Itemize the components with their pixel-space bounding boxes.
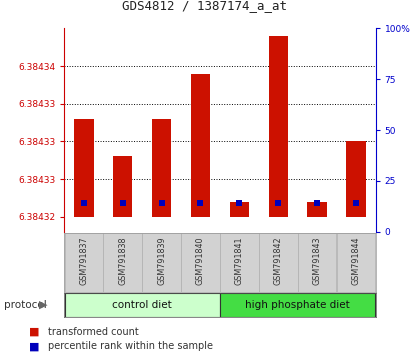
Text: protocol: protocol	[4, 300, 47, 310]
Bar	[337, 233, 376, 292]
Bar	[113, 156, 132, 217]
Text: percentile rank within the sample: percentile rank within the sample	[48, 341, 213, 351]
Text: GSM791840: GSM791840	[196, 237, 205, 285]
Text: ▶: ▶	[39, 300, 48, 310]
Text: control diet: control diet	[112, 300, 172, 310]
Text: GSM791844: GSM791844	[352, 237, 361, 285]
Text: GDS4812 / 1387174_a_at: GDS4812 / 1387174_a_at	[122, 0, 287, 12]
Bar	[103, 233, 142, 292]
Bar	[181, 233, 220, 292]
Bar	[64, 293, 220, 317]
Bar	[298, 233, 337, 292]
Text: ■: ■	[29, 327, 39, 337]
Bar	[269, 36, 288, 217]
Bar	[347, 141, 366, 217]
Text: GSM791838: GSM791838	[118, 237, 127, 285]
Bar	[308, 202, 327, 217]
Text: GSM791839: GSM791839	[157, 237, 166, 285]
Bar	[220, 233, 259, 292]
Text: GSM791837: GSM791837	[79, 237, 88, 285]
Text: GSM791843: GSM791843	[313, 237, 322, 285]
Bar	[259, 233, 298, 292]
Bar	[191, 74, 210, 217]
Text: ■: ■	[29, 341, 39, 351]
Bar	[152, 119, 171, 217]
Bar	[64, 233, 103, 292]
Bar	[74, 119, 93, 217]
Bar	[220, 293, 376, 317]
Text: high phosphate diet: high phosphate diet	[245, 300, 350, 310]
Text: GSM791841: GSM791841	[235, 237, 244, 285]
Bar	[142, 233, 181, 292]
Text: transformed count: transformed count	[48, 327, 139, 337]
Text: GSM791842: GSM791842	[274, 237, 283, 285]
Bar	[229, 202, 249, 217]
